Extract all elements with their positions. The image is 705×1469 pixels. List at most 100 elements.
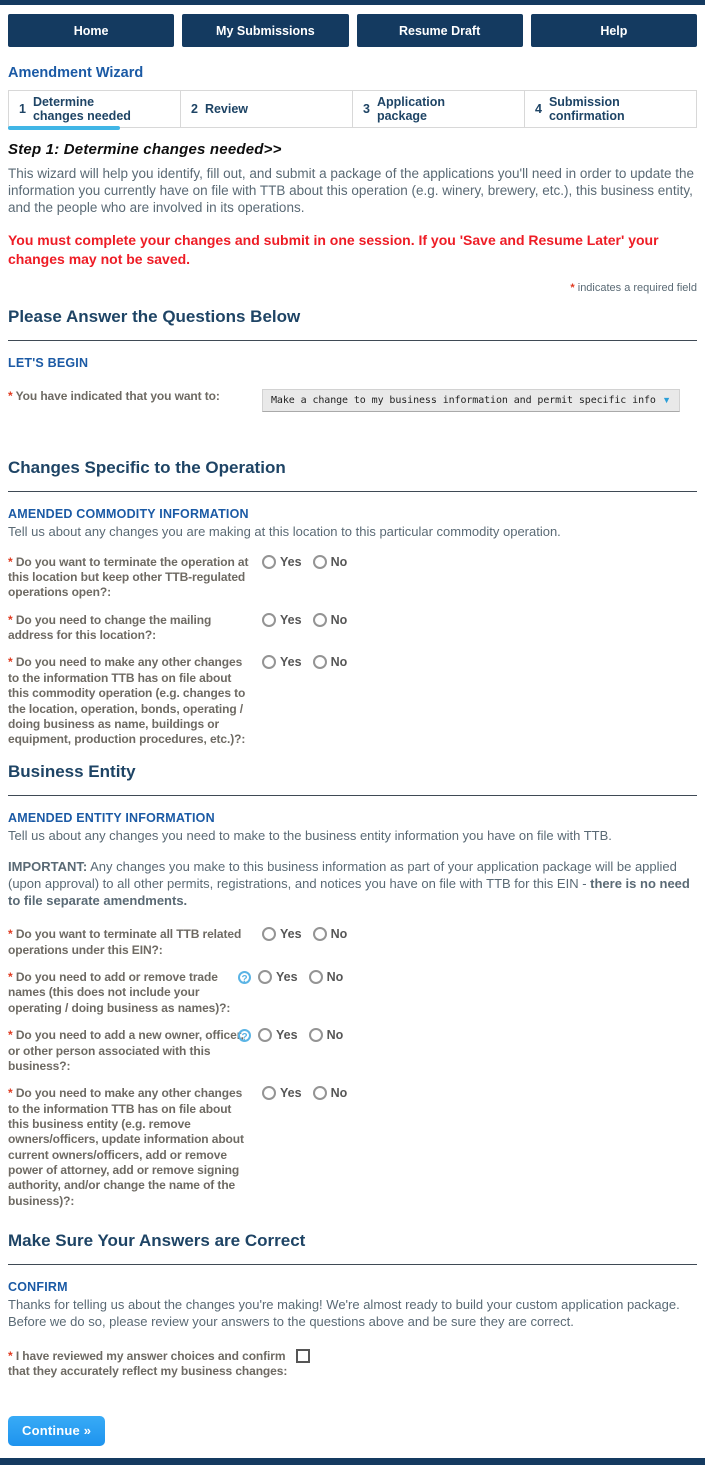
radio-yes-label: Yes	[280, 655, 302, 670]
step-tab-review[interactable]: 2 Review	[181, 91, 353, 127]
subheader-amended-commodity: AMENDED COMMODITY INFORMATION	[8, 506, 249, 521]
top-navigation: Home My Submissions Resume Draft Help	[8, 14, 697, 47]
radio-yes-label: Yes	[280, 1086, 302, 1101]
footer-gap	[0, 1464, 705, 1469]
step-label: Determine changes needed	[32, 95, 131, 123]
question-label: * Do you need to make any other changes …	[8, 655, 250, 747]
question-text: Do you want to terminate the operation a…	[8, 554, 249, 600]
radio-yes[interactable]	[258, 970, 272, 985]
step-heading: Step 1: Determine changes needed>>	[8, 141, 282, 158]
confirm-section-description: Thanks for telling us about the changes …	[8, 1297, 680, 1330]
confirm-checkbox[interactable]	[296, 1348, 310, 1363]
radio-yes-label: Yes	[280, 612, 302, 627]
question-row-reviewed-confirm: * I have reviewed my answer choices and …	[8, 1348, 697, 1380]
important-prefix: IMPORTANT:	[8, 858, 88, 874]
question-row-terminate-all-ein: * Do you want to terminate all TTB relat…	[8, 927, 697, 958]
help-icon[interactable]: ?	[238, 1028, 251, 1043]
radio-no-label: No	[330, 612, 348, 627]
section-divider	[8, 1264, 697, 1266]
commodity-section-description: Tell us about any changes you are making…	[8, 523, 561, 539]
page-title: Amendment Wizard	[8, 65, 144, 81]
radio-no-label: No	[326, 970, 344, 985]
yes-no-radio-group: ? Yes No	[238, 1028, 344, 1043]
required-asterisk: *	[8, 1348, 13, 1363]
radio-no-label: No	[326, 1028, 344, 1043]
question-text: Do you need to change the mailing addres…	[8, 612, 212, 643]
question-text: Do you need to add a new owner, officer,…	[8, 1028, 244, 1073]
required-asterisk: *	[570, 281, 575, 294]
required-asterisk: *	[8, 554, 13, 569]
section-divider	[8, 339, 697, 341]
nav-home[interactable]: Home	[8, 14, 175, 47]
step-number: 2	[191, 102, 198, 116]
step-tab-application-package[interactable]: 3 Application package	[353, 91, 525, 127]
radio-yes-label: Yes	[280, 927, 302, 942]
question-text: Do you need to make any other changes to…	[8, 655, 246, 747]
radio-yes[interactable]	[258, 1028, 272, 1043]
step-label: Application package	[376, 95, 446, 123]
subheader-lets-begin: LET'S BEGIN	[8, 355, 89, 370]
required-note-text: indicates a required field	[577, 281, 697, 294]
question-label: * Do you want to terminate all TTB relat…	[8, 927, 250, 958]
question-row-trade-names: * Do you need to add or remove trade nam…	[8, 970, 697, 1016]
required-field-note: * indicates a required field	[8, 282, 697, 294]
wizard-step-tabs: 1 Determine changes needed 2 Review 3 Ap…	[8, 90, 697, 130]
footer-bar	[0, 1457, 705, 1465]
continue-button[interactable]: Continue »	[8, 1415, 106, 1446]
important-bold-tail: there is no need to file separate amendm…	[8, 875, 690, 909]
required-asterisk: *	[8, 655, 13, 670]
radio-yes-label: Yes	[280, 554, 302, 569]
radio-yes[interactable]	[262, 554, 276, 569]
radio-no-label: No	[330, 927, 348, 942]
question-label: * Do you need to make any other changes …	[8, 1086, 250, 1209]
top-border-bar	[0, 0, 705, 5]
radio-no[interactable]	[312, 655, 327, 670]
help-icon[interactable]: ?	[238, 970, 251, 985]
step-number: 3	[363, 102, 370, 116]
radio-yes[interactable]	[262, 927, 276, 942]
question-label: * Do you need to add a new owner, office…	[8, 1028, 250, 1074]
entity-section-description: Tell us about any changes you need to ma…	[8, 827, 612, 843]
subheader-amended-entity: AMENDED ENTITY INFORMATION	[8, 810, 215, 825]
required-asterisk: *	[8, 970, 13, 985]
required-asterisk: *	[8, 1028, 13, 1043]
required-asterisk: *	[8, 612, 13, 627]
important-body: Any changes you make to this business in…	[8, 858, 677, 891]
radio-yes[interactable]	[262, 612, 276, 627]
radio-no[interactable]	[312, 1086, 327, 1101]
yes-no-radio-group: Yes No	[262, 1086, 347, 1101]
yes-no-radio-group: Yes No	[262, 554, 348, 569]
required-asterisk: *	[8, 1086, 13, 1101]
question-row-other-entity-changes: * Do you need to make any other changes …	[8, 1086, 697, 1209]
step-tab-determine-changes[interactable]: 1 Determine changes needed	[8, 91, 181, 130]
question-text: Do you need to add or remove trade names…	[8, 970, 231, 1015]
nav-help[interactable]: Help	[530, 14, 697, 47]
nav-my-submissions[interactable]: My Submissions	[182, 14, 349, 47]
question-label: * Do you need to change the mailing addr…	[8, 613, 250, 644]
yes-no-radio-group: Yes No	[262, 655, 347, 670]
step-label: Review	[204, 102, 249, 116]
yes-no-radio-group: Yes No	[262, 927, 348, 942]
session-warning-text: You must complete your changes and submi…	[8, 232, 659, 267]
step-tab-submission-confirmation[interactable]: 4 Submission confirmation	[525, 91, 696, 127]
radio-no[interactable]	[308, 970, 323, 985]
question-label: * Do you want to terminate the operation…	[8, 555, 250, 601]
nav-resume-draft[interactable]: Resume Draft	[356, 14, 523, 47]
section-divider	[8, 794, 697, 796]
select-value: Make a change to my business information…	[271, 394, 657, 406]
yes-no-radio-group: ? Yes No	[238, 970, 344, 985]
radio-no-label: No	[330, 554, 348, 569]
radio-no[interactable]	[308, 1028, 323, 1043]
question-row-indicated-want-to: * You have indicated that you want to: M…	[8, 388, 697, 412]
radio-no[interactable]	[312, 612, 327, 627]
radio-yes[interactable]	[262, 655, 276, 670]
want-to-select[interactable]: Make a change to my business information…	[262, 388, 680, 412]
radio-yes[interactable]	[262, 1086, 276, 1101]
radio-no[interactable]	[312, 927, 327, 942]
section-title-questions-below: Please Answer the Questions Below	[8, 306, 301, 326]
section-title-business-entity: Business Entity	[8, 761, 136, 781]
question-text: You have indicated that you want to:	[15, 388, 220, 403]
section-title-operation: Changes Specific to the Operation	[8, 457, 286, 477]
radio-no[interactable]	[312, 554, 327, 569]
question-row-terminate-operation: * Do you want to terminate the operation…	[8, 554, 697, 601]
